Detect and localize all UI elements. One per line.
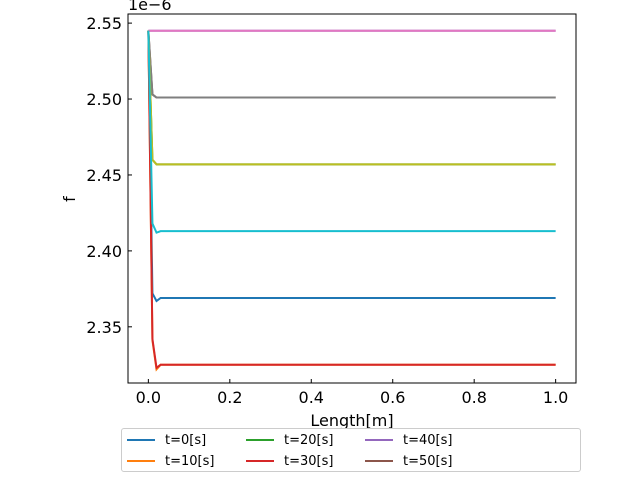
y-axis-ticks: 2.35 2.40 2.45 2.50 2.55 — [86, 14, 132, 337]
legend-swatch — [246, 439, 274, 441]
legend-swatch — [365, 460, 393, 462]
legend-item: t=50[s] — [365, 452, 452, 470]
legend-label: t=50[s] — [403, 453, 453, 469]
series-line-9 — [147, 30, 556, 234]
x-axis-label: Length[m] — [310, 411, 393, 430]
legend-swatch — [127, 460, 155, 462]
series-line-1 — [147, 30, 556, 372]
legend-label: t=30[s] — [284, 453, 334, 469]
legend-swatch — [365, 439, 393, 441]
x-tick-label: 0.8 — [461, 388, 486, 407]
legend-item: t=0[s] — [127, 431, 206, 449]
legend: t=0[s] t=10[s] t=20[s] t=30[s] t=40[s] t=50[s… — [121, 428, 581, 472]
y-tick-label: 2.50 — [86, 90, 122, 109]
x-axis-ticks: 0.0 0.2 0.4 0.6 0.8 1.0 — [136, 379, 568, 407]
y-tick-label: 2.40 — [86, 242, 122, 261]
y-offset-label: 1e−6 — [128, 0, 172, 14]
series-line-0 — [147, 30, 556, 303]
legend-label: t=20[s] — [284, 432, 334, 448]
x-tick-label: 0.6 — [380, 388, 405, 407]
legend-swatch — [127, 439, 155, 441]
legend-label: t=0[s] — [165, 432, 207, 448]
legend-item: t=40[s] — [365, 431, 452, 449]
x-tick-label: 1.0 — [543, 388, 568, 407]
x-tick-label: 0.2 — [217, 388, 242, 407]
series-line-7 — [147, 30, 556, 99]
series-layer — [147, 29, 556, 372]
legend-item: t=30[s] — [246, 452, 333, 470]
legend-swatch — [246, 460, 274, 462]
x-tick-label: 0.0 — [136, 388, 161, 407]
x-tick-label: 0.4 — [299, 388, 324, 407]
series-line-3 — [147, 30, 556, 370]
legend-label: t=40[s] — [403, 432, 453, 448]
y-axis-label: f — [60, 196, 79, 202]
legend-label: t=10[s] — [165, 453, 215, 469]
plot-frame — [127, 13, 577, 384]
series-line-5 — [147, 30, 556, 99]
y-tick-label: 2.55 — [86, 14, 122, 33]
legend-item: t=10[s] — [127, 452, 214, 470]
legend-item: t=20[s] — [246, 431, 333, 449]
y-tick-label: 2.35 — [86, 318, 122, 337]
y-tick-label: 2.45 — [86, 166, 122, 185]
